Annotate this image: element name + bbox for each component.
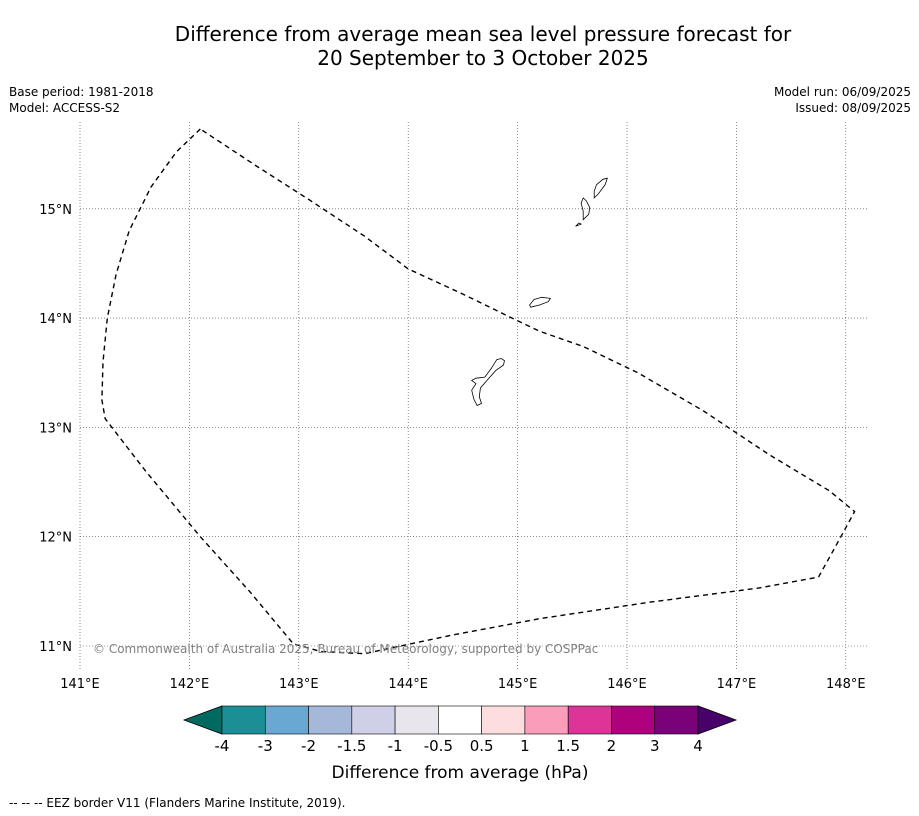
eez-legend-note: -- -- -- EEZ border V11 (Flanders Marine…	[9, 796, 346, 810]
colorbar-title: Difference from average (hPa)	[332, 763, 589, 783]
colorbar-swatch	[394, 705, 439, 735]
colorbar-swatch	[438, 705, 482, 735]
colorbar-swatch	[264, 705, 309, 735]
colorbar-swatch	[611, 705, 656, 735]
colorbar-swatch	[351, 705, 396, 735]
title-line-1: Difference from average mean sea level p…	[174, 22, 792, 46]
colorbar-tick-label: -3	[258, 737, 273, 755]
model-name: Model: ACCESS-S2	[9, 101, 121, 115]
lon-tick-label: 148°E	[826, 677, 866, 692]
island-outline-guam	[470, 358, 505, 407]
lat-tick-label: 12°N	[39, 531, 72, 546]
lon-tick-label: 141°E	[60, 677, 100, 692]
map-title: Difference from average mean sea level p…	[0, 22, 919, 70]
map-canvas: 141°E 142°E 143°E 144°E 145°E 146°E 147°E 148°E…	[39, 122, 867, 783]
colorbar-extend-high	[697, 705, 738, 735]
island-outline-rota	[529, 296, 552, 308]
colorbar-swatch	[654, 705, 699, 735]
lon-tick-label: 145°E	[498, 677, 538, 692]
copyright-credit: © Commonwealth of Australia 2025, Bureau…	[93, 642, 598, 656]
base-period: Base period: 1981-2018	[9, 85, 154, 99]
colorbar-swatch	[221, 705, 266, 735]
colorbar-tick-label: 3	[650, 737, 660, 755]
lat-tick-label: 14°N	[39, 312, 72, 327]
colorbar-tick-label: -1	[388, 737, 403, 755]
colorbar-tick-label: 2	[607, 737, 617, 755]
lon-tick-label: 143°E	[279, 677, 319, 692]
eez-border-line	[101, 128, 856, 655]
lon-tick-label: 146°E	[607, 677, 647, 692]
colorbar-extend-low	[182, 705, 223, 735]
colorbar-tick-label: 0.5	[470, 737, 494, 755]
lon-tick-label: 144°E	[388, 677, 428, 692]
colorbar: -4 -3 -2 -1.5 -1 -0.5 0.5 1 1.5 2 3 4	[182, 705, 738, 755]
colorbar-tick-label: 1.5	[556, 737, 580, 755]
colorbar-swatch	[524, 705, 569, 735]
meta-left: Base period: 1981-2018 Model: ACCESS-S2	[9, 84, 154, 116]
colorbar-tick-label: 4	[693, 737, 703, 755]
colorbar-tick-label: -0.5	[424, 737, 453, 755]
island-outline-saipan	[593, 177, 608, 199]
meta-right: Model run: 06/09/2025 Issued: 08/09/2025	[774, 84, 911, 116]
colorbar-swatch	[308, 705, 353, 735]
lon-tick-label: 142°E	[170, 677, 210, 692]
graticule	[79, 122, 867, 670]
lat-tick-label: 15°N	[39, 203, 72, 218]
colorbar-tick-label: -2	[301, 737, 316, 755]
title-line-2: 20 September to 3 October 2025	[317, 46, 649, 70]
colorbar-tick-label: -4	[215, 737, 230, 755]
colorbar-swatch	[481, 705, 526, 735]
colorbar-tick-label: 1	[520, 737, 530, 755]
island-outline-tinian	[580, 197, 591, 221]
colorbar-tick-label: -1.5	[337, 737, 366, 755]
axis-ticks: 141°E 142°E 143°E 144°E 145°E 146°E 147°E 148°E…	[39, 203, 865, 692]
lon-tick-label: 147°E	[717, 677, 757, 692]
island-outline-aguijan	[575, 222, 583, 227]
coastlines	[470, 177, 608, 407]
lat-tick-label: 11°N	[39, 640, 72, 655]
lat-tick-label: 13°N	[39, 421, 72, 436]
issued-date: Issued: 08/09/2025	[795, 101, 911, 115]
colorbar-swatch	[567, 705, 612, 735]
model-run: Model run: 06/09/2025	[773, 85, 911, 99]
